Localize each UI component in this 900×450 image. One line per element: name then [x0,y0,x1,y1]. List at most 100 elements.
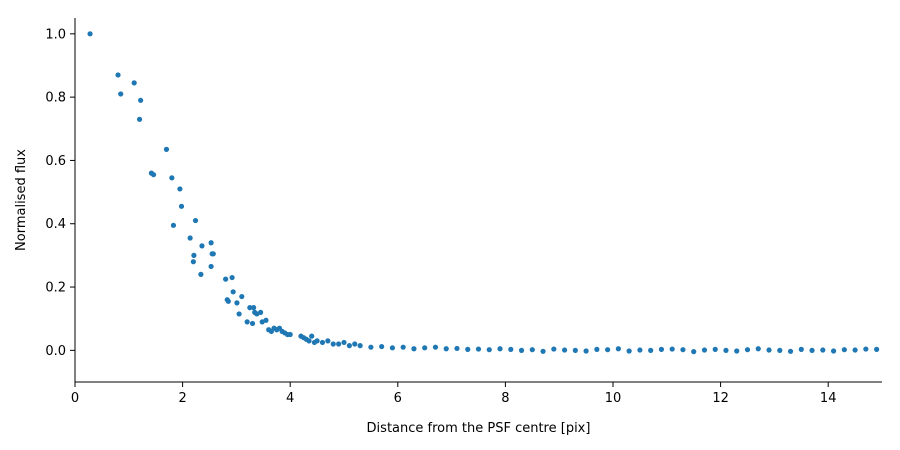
x-tick-label: 10 [605,391,622,406]
data-point [465,346,471,352]
data-point [820,347,826,353]
data-point [287,331,293,338]
data-point [169,175,175,181]
data-point [680,347,686,353]
data-point [199,243,205,249]
data-point [258,309,264,315]
data-point [658,346,665,352]
data-point [115,72,121,78]
data-point [379,343,385,350]
data-point [874,346,880,352]
data-point [187,235,193,241]
data-point [244,319,250,325]
data-point [223,276,229,282]
data-point [330,341,336,347]
x-tick-label: 0 [71,391,79,406]
y-tick-label: 0.6 [45,154,66,169]
data-point [192,217,199,224]
data-point [368,344,374,350]
data-point [648,347,654,353]
data-point [234,300,240,306]
data-point [594,346,600,352]
data-point [787,348,794,354]
data-point [178,203,185,209]
data-point [518,347,525,353]
data-point [336,341,342,347]
data-point [325,338,331,344]
data-point [131,80,137,86]
data-point [734,348,740,354]
data-point [863,346,869,352]
data-point [572,347,578,353]
data-point [251,305,257,311]
data-point [669,346,675,352]
data-point [190,259,196,265]
data-point [486,347,492,353]
data-point [809,347,815,353]
data-point [210,251,216,257]
data-point [540,348,546,354]
y-tick-label: 0.0 [45,344,66,359]
x-tick-label: 14 [820,391,837,406]
data-point [798,346,804,352]
data-point [309,333,315,339]
data-point [852,347,858,353]
data-point [454,345,460,352]
data-point [236,311,242,317]
data-point [263,317,269,323]
data-point [766,347,772,353]
data-point [422,345,428,351]
data-point [341,339,347,346]
data-point [87,31,93,37]
data-point [247,305,253,311]
data-point [615,346,621,352]
data-point [191,252,197,258]
data-point [208,240,214,246]
data-point [319,339,326,346]
data-point [508,346,514,352]
data-point [443,346,449,352]
data-point [230,289,236,295]
data-point [605,347,611,353]
data-point [432,344,439,350]
data-point [777,347,783,353]
x-tick-label: 4 [286,391,294,406]
data-point [561,347,568,353]
data-point [744,347,751,353]
data-point [150,172,157,178]
data-point [249,320,256,327]
y-axis-label: Normalised flux [14,149,29,251]
data-point [551,346,557,352]
data-point [208,263,214,270]
data-point [712,346,718,352]
x-axis-label: Distance from the PSF centre [pix] [367,421,591,436]
data-point [306,338,312,344]
data-point [701,347,708,353]
data-point [352,341,358,347]
y-tick-label: 0.8 [45,91,66,106]
plot-area [87,31,880,355]
data-point [841,347,847,353]
data-point [691,349,697,355]
data-point [583,348,589,354]
data-point [177,186,183,192]
x-tick-label: 2 [178,391,186,406]
data-point [357,343,363,349]
data-point [225,298,231,304]
data-point [389,345,396,351]
data-point [411,346,417,352]
data-point [637,347,643,353]
x-tick-label: 8 [501,391,509,406]
data-point [723,347,729,353]
data-point [229,274,235,281]
data-point [136,116,143,122]
data-point [118,91,124,97]
x-tick-label: 12 [712,391,729,406]
data-point [626,348,632,354]
data-point [830,348,837,354]
data-point [170,222,177,228]
data-point [497,346,503,352]
data-point [314,338,320,344]
